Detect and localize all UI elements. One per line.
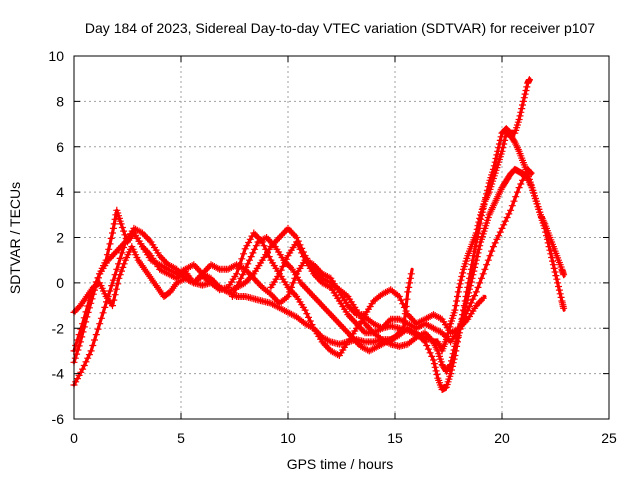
- y-tick-label: 8: [56, 93, 64, 109]
- series-markers: [228, 234, 415, 355]
- y-tick-label: 0: [56, 275, 64, 291]
- y-tick-label: -6: [52, 411, 65, 427]
- x-tick-label: 15: [387, 430, 403, 446]
- x-tick-label: 20: [494, 430, 510, 446]
- grid: [74, 56, 609, 419]
- x-tick-label: 25: [601, 430, 617, 446]
- y-tick-label: -4: [52, 366, 65, 382]
- x-axis-label: GPS time / hours: [287, 456, 394, 472]
- y-tick-label: -2: [52, 320, 65, 336]
- x-tick-label: 5: [177, 430, 185, 446]
- y-tick-label: 10: [48, 48, 64, 64]
- x-tick-label: 0: [70, 430, 78, 446]
- chart-title: Day 184 of 2023, Sidereal Day-to-day VTE…: [85, 20, 595, 36]
- y-axis-label: SDTVAR / TECUs: [7, 182, 23, 294]
- series-track-6: [228, 234, 415, 355]
- x-tick-label: 10: [280, 430, 296, 446]
- y-tick-label: 6: [56, 139, 64, 155]
- series-markers: [267, 165, 535, 346]
- series-markers: [70, 76, 533, 393]
- axis-ticks: 0 5 10 15 20 25 -6 -4 -2 0 2 4 6 8 10: [48, 48, 617, 446]
- series-track-4: [70, 243, 487, 337]
- y-tick-label: 4: [56, 184, 64, 200]
- series-layer: [70, 76, 568, 393]
- series-track-2: [70, 76, 533, 393]
- y-tick-label: 2: [56, 230, 64, 246]
